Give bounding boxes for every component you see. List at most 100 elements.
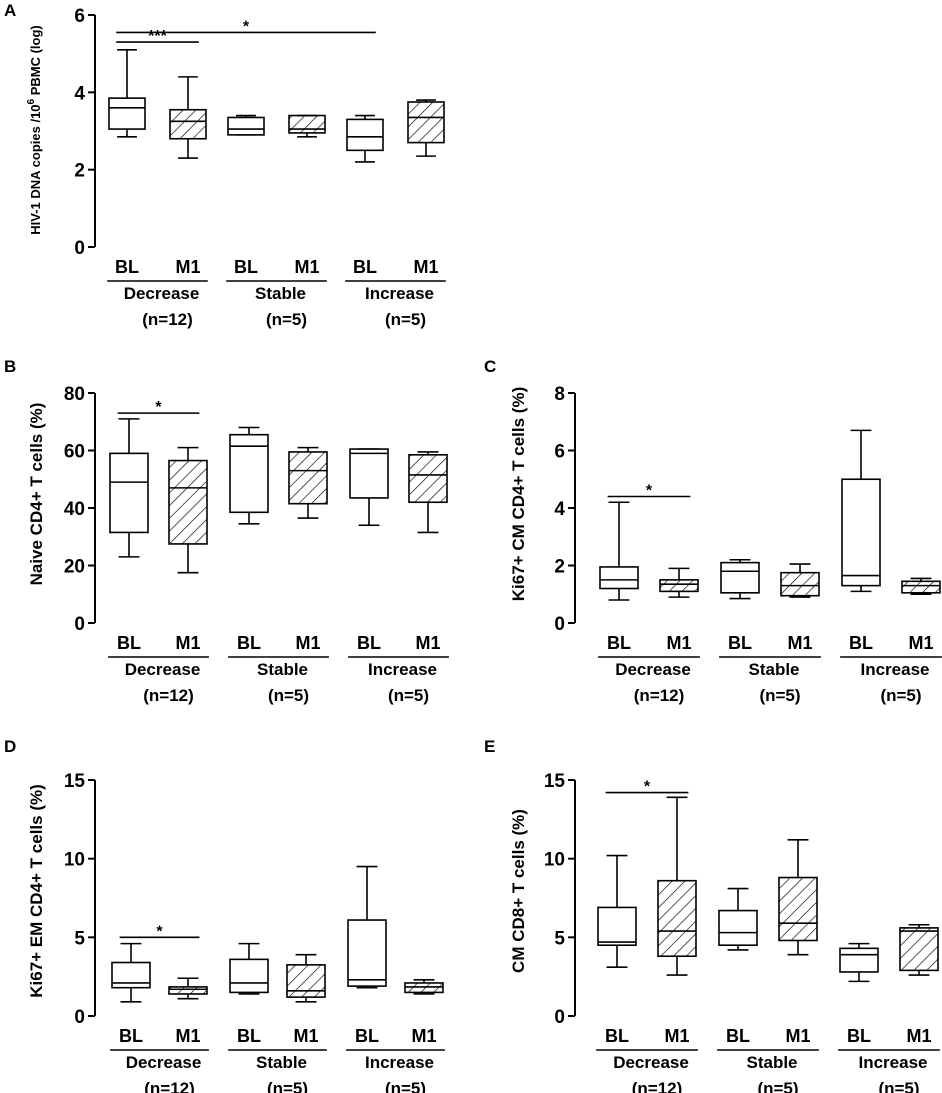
panel-b: B 0 20 40 60 80 BL M1 BL M1 BL M1 Decrease (n=12) Sta…	[4, 357, 449, 705]
y-tick-label: 15	[544, 771, 566, 792]
y-tick-label: 5	[554, 928, 565, 949]
box-m1	[286, 964, 326, 998]
box-bl	[111, 961, 151, 989]
group-label: Decrease	[125, 660, 201, 679]
group-n: (n=5)	[266, 310, 307, 329]
panel-letter: A	[4, 1, 16, 20]
category-label: M1	[415, 633, 440, 653]
panel-e: E 0 5 10 15 BL M1 BL M1 BL M1 Decrease (n=12) Stable…	[484, 737, 940, 1093]
group-n: (n=5)	[268, 686, 309, 705]
y-tick-label: 0	[74, 614, 85, 635]
y-tick-label: 15	[64, 771, 86, 792]
category-label: BL	[726, 1026, 750, 1046]
panel-b-plot: 0 20 40 60 80 BL M1 BL M1 BL M1 Decrease (n=12) Stabl…	[64, 384, 449, 705]
category-label: BL	[728, 633, 752, 653]
category-label: M1	[294, 257, 319, 277]
group-label: Stable	[746, 1053, 797, 1072]
box-bl	[839, 947, 879, 973]
y-axis-label: Ki67+ CM CD4+ T cells (%)	[509, 387, 528, 601]
group-label: Stable	[257, 660, 308, 679]
y-axis-label: Ki67+ EM CD4+ T cells (%)	[27, 784, 46, 998]
panel-letter: E	[484, 737, 495, 756]
panel-c: C 0 2 4 6 8 BL M1 BL M1 BL M1 Decrease (n=12) Stable (…	[484, 357, 942, 705]
group-label: Increase	[365, 1053, 434, 1072]
y-tick-label: 20	[64, 557, 85, 578]
panel-letter: C	[484, 357, 496, 376]
category-label: M1	[411, 1026, 436, 1046]
category-label: M1	[175, 1026, 200, 1046]
category-label: BL	[847, 1026, 871, 1046]
group-n: (n=12)	[632, 1079, 683, 1093]
box-bl	[346, 118, 384, 152]
category-label: M1	[908, 633, 933, 653]
y-axis-label: Naive CD4+ T cells (%)	[27, 403, 46, 586]
y-tick-label: 0	[74, 238, 85, 259]
box-m1	[659, 579, 699, 593]
significance-label: ***	[148, 28, 167, 45]
group-label: Stable	[748, 660, 799, 679]
group-n: (n=5)	[757, 1079, 798, 1093]
category-label: BL	[119, 1026, 143, 1046]
y-tick-label: 0	[554, 614, 565, 635]
y-tick-label: 10	[544, 850, 565, 871]
y-tick-label: 2	[74, 161, 85, 182]
significance-label: *	[644, 779, 651, 796]
box-bl	[720, 561, 760, 594]
category-label: M1	[785, 1026, 810, 1046]
group-n: (n=5)	[267, 1079, 308, 1093]
y-tick-label: 0	[554, 1007, 565, 1028]
group-n: (n=5)	[878, 1079, 919, 1093]
y-tick-label: 2	[554, 557, 565, 578]
box-m1	[657, 879, 697, 958]
box-m1	[901, 580, 941, 594]
category-label: M1	[295, 633, 320, 653]
group-label: Decrease	[615, 660, 691, 679]
group-n: (n=5)	[385, 310, 426, 329]
panel-a-plot: 0 2 4 6 BL M1 BL M1 BL M1 Decrease (n=12) Stable (n=5…	[74, 6, 446, 329]
group-label: Increase	[859, 1053, 928, 1072]
category-label: BL	[605, 1026, 629, 1046]
category-label: M1	[175, 633, 200, 653]
box-m1	[408, 454, 448, 504]
category-label: BL	[607, 633, 631, 653]
panel-e-plot: 0 5 10 15 BL M1 BL M1 BL M1 Decrease (n=12) Stable (n…	[544, 771, 940, 1093]
y-tick-label: 6	[554, 442, 565, 463]
category-label: BL	[117, 633, 141, 653]
category-label: M1	[175, 257, 200, 277]
category-label: BL	[237, 1026, 261, 1046]
panel-letter: D	[4, 737, 16, 756]
box-bl	[108, 97, 146, 130]
box-m1	[407, 101, 445, 144]
box-m1	[899, 927, 939, 972]
y-tick-label: 4	[74, 83, 85, 104]
panel-a: A 0 2 4 6 BL M1 BL M1 BL M1 Decrease (n=12) Stable (n…	[4, 1, 446, 329]
significance-label: *	[155, 399, 162, 416]
y-tick-label: 0	[74, 1007, 85, 1028]
panel-c-plot: 0 2 4 6 8 BL M1 BL M1 BL M1 Decrease (n=12) Stable (n=…	[554, 384, 942, 705]
box-bl	[841, 478, 881, 587]
group-n: (n=12)	[144, 1079, 195, 1093]
y-tick-label: 5	[74, 928, 85, 949]
box-bl	[229, 958, 269, 994]
group-label: Decrease	[126, 1053, 202, 1072]
group-label: Decrease	[124, 284, 200, 303]
box-m1	[778, 876, 818, 942]
group-n: (n=12)	[634, 686, 685, 705]
category-label: BL	[115, 257, 139, 277]
group-n: (n=5)	[388, 686, 429, 705]
category-label: M1	[293, 1026, 318, 1046]
panel-d-plot: 0 5 10 15 BL M1 BL M1 BL M1 Decrease (n=12) Stable (n…	[64, 771, 445, 1093]
significance-label: *	[646, 483, 653, 500]
category-label: M1	[787, 633, 812, 653]
category-label: BL	[234, 257, 258, 277]
category-label: BL	[357, 633, 381, 653]
box-m1	[168, 986, 208, 995]
panel-letter: B	[4, 357, 16, 376]
y-tick-label: 10	[64, 850, 85, 871]
box-bl	[347, 919, 387, 987]
box-m1	[168, 459, 208, 545]
box-bl	[349, 448, 389, 499]
box-bl	[599, 566, 639, 590]
group-label: Increase	[365, 284, 434, 303]
group-label: Increase	[368, 660, 437, 679]
